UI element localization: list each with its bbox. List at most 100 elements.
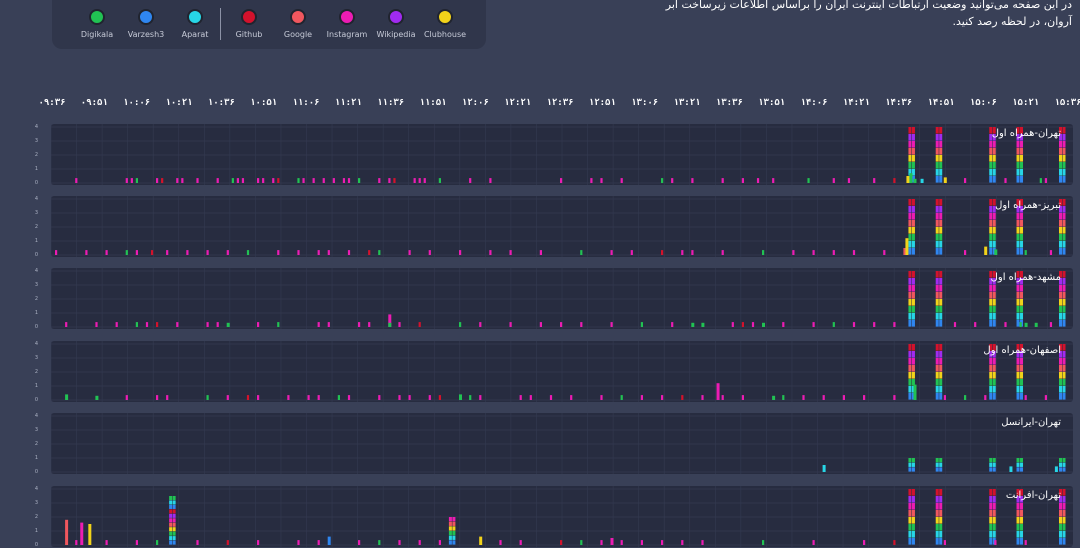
burst-bar-segment [989,169,993,176]
time-tick-label: ۱۳:۰۶ [631,98,659,108]
stacked-bar-segment [452,540,456,545]
burst-bar-segment [935,141,939,148]
stacked-bar-segment [911,467,915,472]
minor-bar [95,322,98,327]
burst-bar-segment [911,206,915,213]
burst-bar-segment [939,372,943,379]
burst-bar-segment [935,148,939,155]
burst-bar-segment [1059,162,1062,169]
burst-bar-segment [939,141,943,148]
minor-bar [1044,178,1047,183]
minor-bar [519,540,522,545]
burst-bar-segment [935,306,939,313]
burst-bar-segment [992,199,996,206]
burst-bar-segment [939,320,943,327]
burst-bar-segment [1016,517,1020,524]
minor-bar [519,395,522,400]
burst-bar-segment [1059,292,1062,299]
legend-item-clubhouse[interactable]: Clubhouse [415,4,475,39]
burst-bar-segment [1016,531,1020,538]
minor-bar [398,322,401,327]
y-tick-label: 0 [34,252,38,258]
minor-bar [135,322,138,327]
minor-bar [681,540,684,545]
burst-bar-segment [1062,213,1066,220]
burst-bar-segment [935,365,939,372]
stacked-bar-segment [935,458,939,463]
legend-item-wikipedia[interactable]: Wikipedia [366,4,426,39]
minor-bar [756,178,760,183]
minor-bar [226,250,229,255]
minor-bar [964,395,967,400]
burst-bar-segment [1059,531,1062,538]
burst-bar-segment [911,213,915,220]
value-bar [913,384,917,400]
burst-bar-segment [992,248,996,255]
minor-bar [822,395,825,400]
value-bar [80,522,84,545]
legend-item-instagram[interactable]: Instagram [317,4,377,39]
panel-title: تبریز-همراه اول [995,200,1061,211]
y-tick-label: 3 [34,138,38,144]
burst-bar-segment [1062,271,1066,278]
burst-bar-segment [1020,234,1024,241]
legend-item-aparat[interactable]: Aparat [165,4,225,39]
burst-bar-segment [939,162,943,169]
burst-bar-segment [1020,344,1024,351]
burst-bar-segment [992,531,996,538]
minor-bar [863,540,866,545]
time-tick-label: ۱۴:۰۶ [800,98,828,108]
minor-bar [302,178,305,183]
y-tick-label: 0 [34,180,38,186]
minor-bar [358,322,361,327]
value-bar [95,395,99,400]
burst-bar-segment [992,206,996,213]
minor-bar [166,250,169,255]
burst-bar-segment [1020,213,1024,220]
minor-bar [75,178,78,183]
burst-bar-segment [1062,248,1066,255]
burst-bar-segment [989,271,993,278]
stacked-bar-segment [169,509,173,514]
burst-bar-segment [989,538,993,545]
legend-item-varzesh3[interactable]: Varzesh3 [116,4,176,39]
minor-bar [438,540,441,545]
burst-bar-segment [935,517,939,524]
minor-bar [953,322,957,327]
minor-bar [1049,322,1053,327]
burst-bar-segment [908,496,912,503]
burst-bar-segment [935,496,939,503]
burst-bar-segment [1059,344,1062,351]
burst-bar-segment [908,248,912,255]
minor-bar [721,178,724,183]
time-tick-label: ۱۳:۳۶ [715,98,743,108]
burst-bar-segment [911,510,915,517]
burst-bar-segment [989,234,993,241]
minor-bar [332,178,335,183]
burst-bar-segment [935,206,939,213]
value-bar [1034,322,1038,327]
burst-bar-segment [908,148,912,155]
burst-bar-segment [911,141,915,148]
minor-bar [1004,178,1007,183]
time-tick-label: ۱۴:۲۱ [842,98,870,108]
y-tick-label: 3 [34,282,38,288]
value-bar [772,395,776,400]
burst-bar-segment [911,220,915,227]
minor-bar [580,540,583,545]
burst-bar-segment [935,344,939,351]
stacked-bar-segment [172,509,176,514]
burst-bar-segment [1062,227,1066,234]
legend-item-google[interactable]: Google [268,4,328,39]
burst-bar-segment [1062,489,1066,496]
minor-bar [398,540,401,545]
burst-bar-segment [1059,155,1062,162]
legend-item-github[interactable]: Github [219,4,279,39]
stacked-bar-segment [1016,462,1020,467]
burst-bar-segment [989,241,993,248]
burst-bar-segment [908,351,912,358]
burst-bar-segment [908,206,912,213]
burst-bar-segment [992,372,996,379]
burst-bar-segment [935,134,939,141]
legend-item-digikala[interactable]: Digikala [67,4,127,39]
